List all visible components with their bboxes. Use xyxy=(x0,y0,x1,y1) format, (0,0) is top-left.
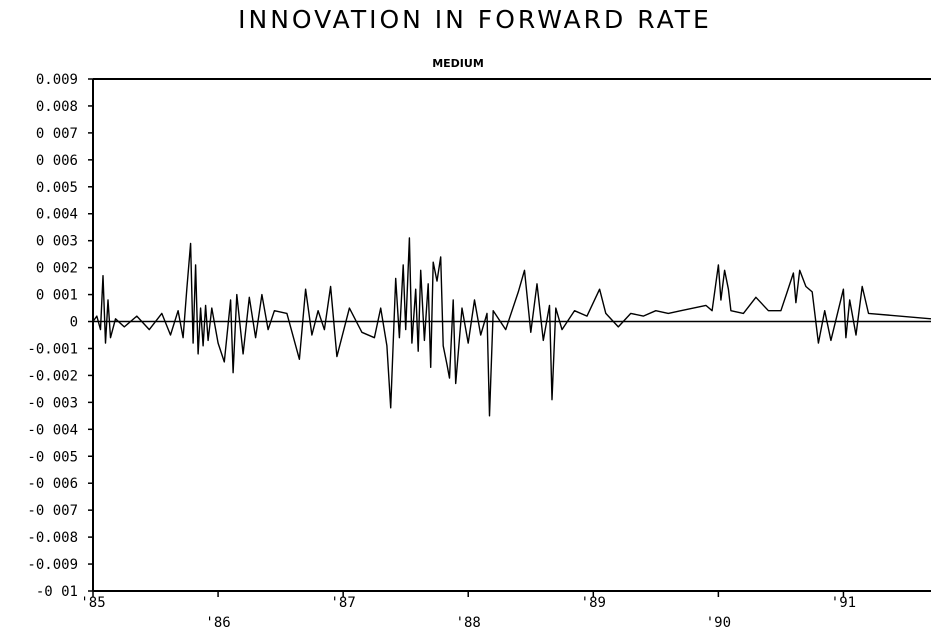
y-tick-label: -0 004 xyxy=(27,422,78,438)
y-tick-label: 0.004 xyxy=(36,207,78,223)
y-tick-label: -0.009 xyxy=(27,557,78,573)
x-tick-label: '85 xyxy=(80,595,105,611)
x-tick-label: '89 xyxy=(581,595,606,611)
y-tick-label: -0 005 xyxy=(27,449,78,465)
y-tick-label: 0.009 xyxy=(36,72,78,88)
y-tick-label: -0.002 xyxy=(27,368,78,384)
y-tick-label: 0.008 xyxy=(36,99,78,115)
y-tick-label: 0 002 xyxy=(36,261,78,277)
chart-title: INNOVATION IN FORWARD RATE xyxy=(238,5,712,34)
x-tick-label: '86 xyxy=(205,615,230,630)
y-tick-label: -0 006 xyxy=(27,476,78,492)
y-tick-label: 0 006 xyxy=(36,153,78,169)
x-tick-label: '88 xyxy=(456,615,481,630)
y-tick-label: -0 01 xyxy=(36,584,78,600)
y-tick-label: -0 007 xyxy=(27,503,78,519)
x-axis: '85 '86 '87 '88 '89 '90 '91 xyxy=(80,591,856,630)
x-tick-label: '87 xyxy=(331,595,356,611)
series-layer xyxy=(92,237,931,417)
y-tick-label: -0.001 xyxy=(27,341,78,357)
series-line xyxy=(92,237,931,417)
y-tick-label: -0.008 xyxy=(27,530,78,546)
y-axis: 0.009 0.008 0 007 0 006 0.005 0.004 0 003 0 002… xyxy=(27,72,93,600)
plot-frame xyxy=(92,78,931,592)
chart-subtitle: MEDIUM xyxy=(432,57,484,70)
y-tick-label: 0 xyxy=(70,315,78,331)
x-tick-label: '90 xyxy=(706,615,731,630)
y-tick-label: -0 003 xyxy=(27,395,78,411)
y-tick-label: 0 003 xyxy=(36,234,78,250)
y-tick-label: 0 007 xyxy=(36,126,78,142)
x-tick-label: '91 xyxy=(831,595,856,611)
y-tick-label: 0.005 xyxy=(36,180,78,196)
y-tick-label: 0 001 xyxy=(36,288,78,304)
